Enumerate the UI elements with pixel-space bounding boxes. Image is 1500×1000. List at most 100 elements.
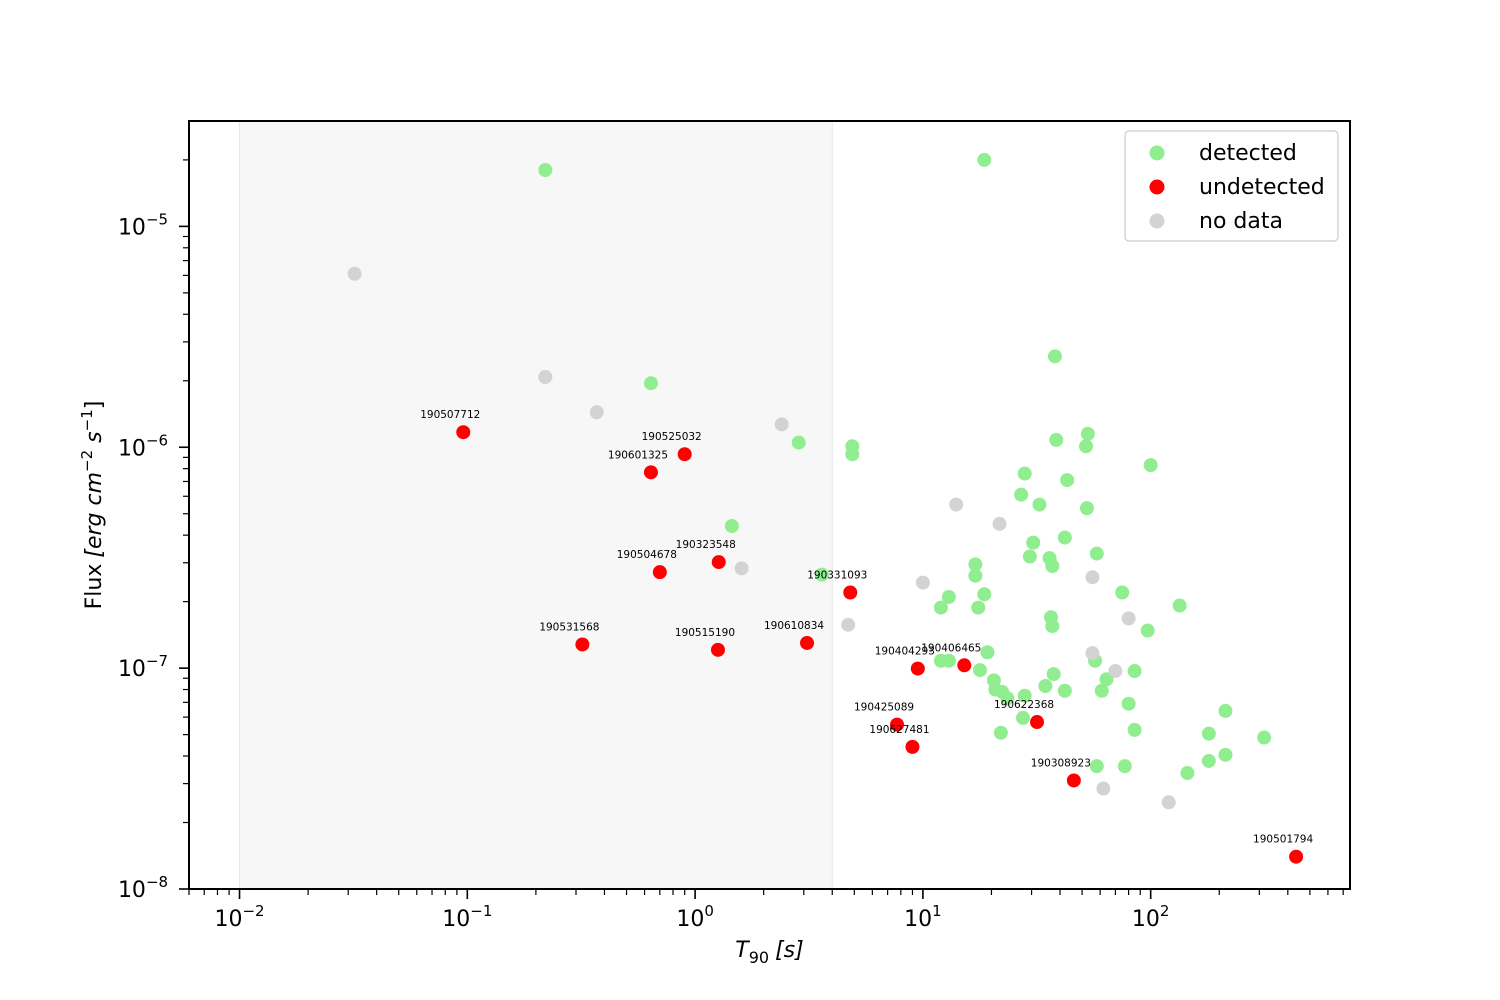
- legend-box: [1124, 130, 1339, 242]
- legend-label-detected: detected: [1199, 141, 1297, 166]
- point-label: 190515190: [675, 627, 735, 639]
- x-axis-title-base: T: [735, 938, 750, 963]
- point-undetected: [652, 565, 667, 580]
- point-detected: [993, 725, 1008, 740]
- point-undetected: [1066, 773, 1081, 788]
- point-detected: [1032, 497, 1047, 512]
- point-detected: [643, 376, 658, 391]
- point-no-data: [734, 561, 749, 576]
- point-detected: [977, 152, 992, 167]
- point-label: 190331093: [807, 569, 867, 581]
- x-tick-label-exponent: −2: [242, 902, 264, 920]
- point-detected: [1099, 672, 1114, 687]
- x-tick-label-base: 10: [1132, 907, 1160, 932]
- y-axis-title-exponent-1: −2: [78, 450, 96, 472]
- point-detected: [1201, 726, 1216, 741]
- y-axis-title-unit: [erg cm: [82, 472, 107, 558]
- point-detected: [1045, 558, 1060, 573]
- x-tick-label: 102: [1132, 902, 1170, 932]
- point-detected: [941, 653, 956, 668]
- point-detected: [1201, 753, 1216, 768]
- point-no-data: [992, 516, 1007, 531]
- y-tick-label-base: 10: [118, 215, 146, 240]
- legend-marker-no-data: [1149, 213, 1165, 229]
- point-undetected: [1030, 715, 1045, 730]
- x-axis-title-subscript: 90: [749, 948, 769, 967]
- x-tick-label-base: 10: [214, 907, 242, 932]
- x-tick-label-exponent: 2: [1160, 902, 1170, 920]
- point-detected: [1127, 722, 1142, 737]
- point-label: 190404293: [875, 646, 935, 658]
- legend: detected undetected no data: [1124, 130, 1339, 242]
- point-detected: [1218, 747, 1233, 762]
- plot-area: 1905077121905250321906013251903235481905…: [118, 120, 1351, 932]
- x-tick-label-exponent: 1: [932, 902, 942, 920]
- point-undetected: [710, 642, 725, 657]
- point-no-data: [915, 575, 930, 590]
- y-tick-label-base: 10: [118, 436, 146, 461]
- point-no-data: [538, 370, 553, 385]
- point-undetected: [890, 717, 905, 732]
- point-no-data: [949, 497, 964, 512]
- y-tick-label-exponent: −7: [146, 652, 168, 670]
- point-label: 190507712: [420, 409, 480, 421]
- y-tick-label: 10−6: [118, 431, 168, 461]
- point-detected: [1014, 487, 1029, 502]
- point-label: 190425089: [854, 702, 914, 714]
- y-axis-title-exponent-2: −1: [78, 409, 96, 431]
- point-undetected: [910, 661, 925, 676]
- x-axis-title-unit: [s]: [775, 938, 804, 963]
- point-detected: [1047, 349, 1062, 364]
- y-axis-title: Flux [erg cm−2 s−1]: [78, 401, 107, 610]
- point-label: 190610834: [764, 620, 824, 632]
- point-detected: [933, 600, 948, 615]
- point-no-data: [1096, 781, 1111, 796]
- point-detected: [845, 447, 860, 462]
- point-undetected: [1289, 849, 1304, 864]
- point-detected: [971, 600, 986, 615]
- legend-label-no-data: no data: [1199, 209, 1283, 234]
- y-tick-label-base: 10: [118, 657, 146, 682]
- point-detected: [1057, 530, 1072, 545]
- x-tick-label-base: 10: [676, 907, 704, 932]
- point-no-data: [1085, 570, 1100, 585]
- y-axis-title-text: Flux: [82, 564, 107, 610]
- y-tick-label: 10−8: [118, 873, 168, 903]
- point-label: 190627481: [869, 724, 929, 736]
- point-undetected: [957, 658, 972, 673]
- point-detected: [1022, 549, 1037, 564]
- point-undetected: [843, 585, 858, 600]
- shaded-region: [239, 121, 833, 889]
- y-axis-title-close: ]: [82, 401, 107, 410]
- x-tick-label-exponent: −1: [470, 902, 492, 920]
- point-detected: [1172, 598, 1187, 613]
- point-label: 190525032: [642, 431, 702, 443]
- point-detected: [1094, 683, 1109, 698]
- point-detected: [1046, 667, 1061, 682]
- point-undetected: [905, 739, 920, 754]
- point-detected: [538, 163, 553, 178]
- plot-frame: [188, 120, 1351, 890]
- point-detected: [968, 557, 983, 572]
- y-tick-label: 10−7: [118, 652, 168, 682]
- point-undetected: [711, 555, 726, 570]
- point-label: 190308923: [1031, 757, 1091, 769]
- x-axis-title: T90 [s]: [735, 938, 803, 967]
- point-detected: [1017, 688, 1032, 703]
- point-detected: [980, 645, 995, 660]
- point-labels-layer: 1905077121905250321906013251903235481905…: [420, 409, 1313, 846]
- point-undetected: [643, 465, 658, 480]
- point-detected: [1218, 703, 1233, 718]
- y-axis-title-s: s: [82, 431, 107, 449]
- x-tick-label: 10−2: [214, 902, 264, 932]
- point-no-data: [589, 405, 604, 420]
- point-detected: [724, 519, 739, 534]
- x-tick-label-base: 10: [442, 907, 470, 932]
- point-label: 190323548: [676, 539, 736, 551]
- point-label: 190406465: [921, 642, 981, 654]
- point-detected: [1140, 623, 1155, 638]
- y-tick-label-exponent: −6: [146, 431, 168, 449]
- point-detected: [814, 567, 829, 582]
